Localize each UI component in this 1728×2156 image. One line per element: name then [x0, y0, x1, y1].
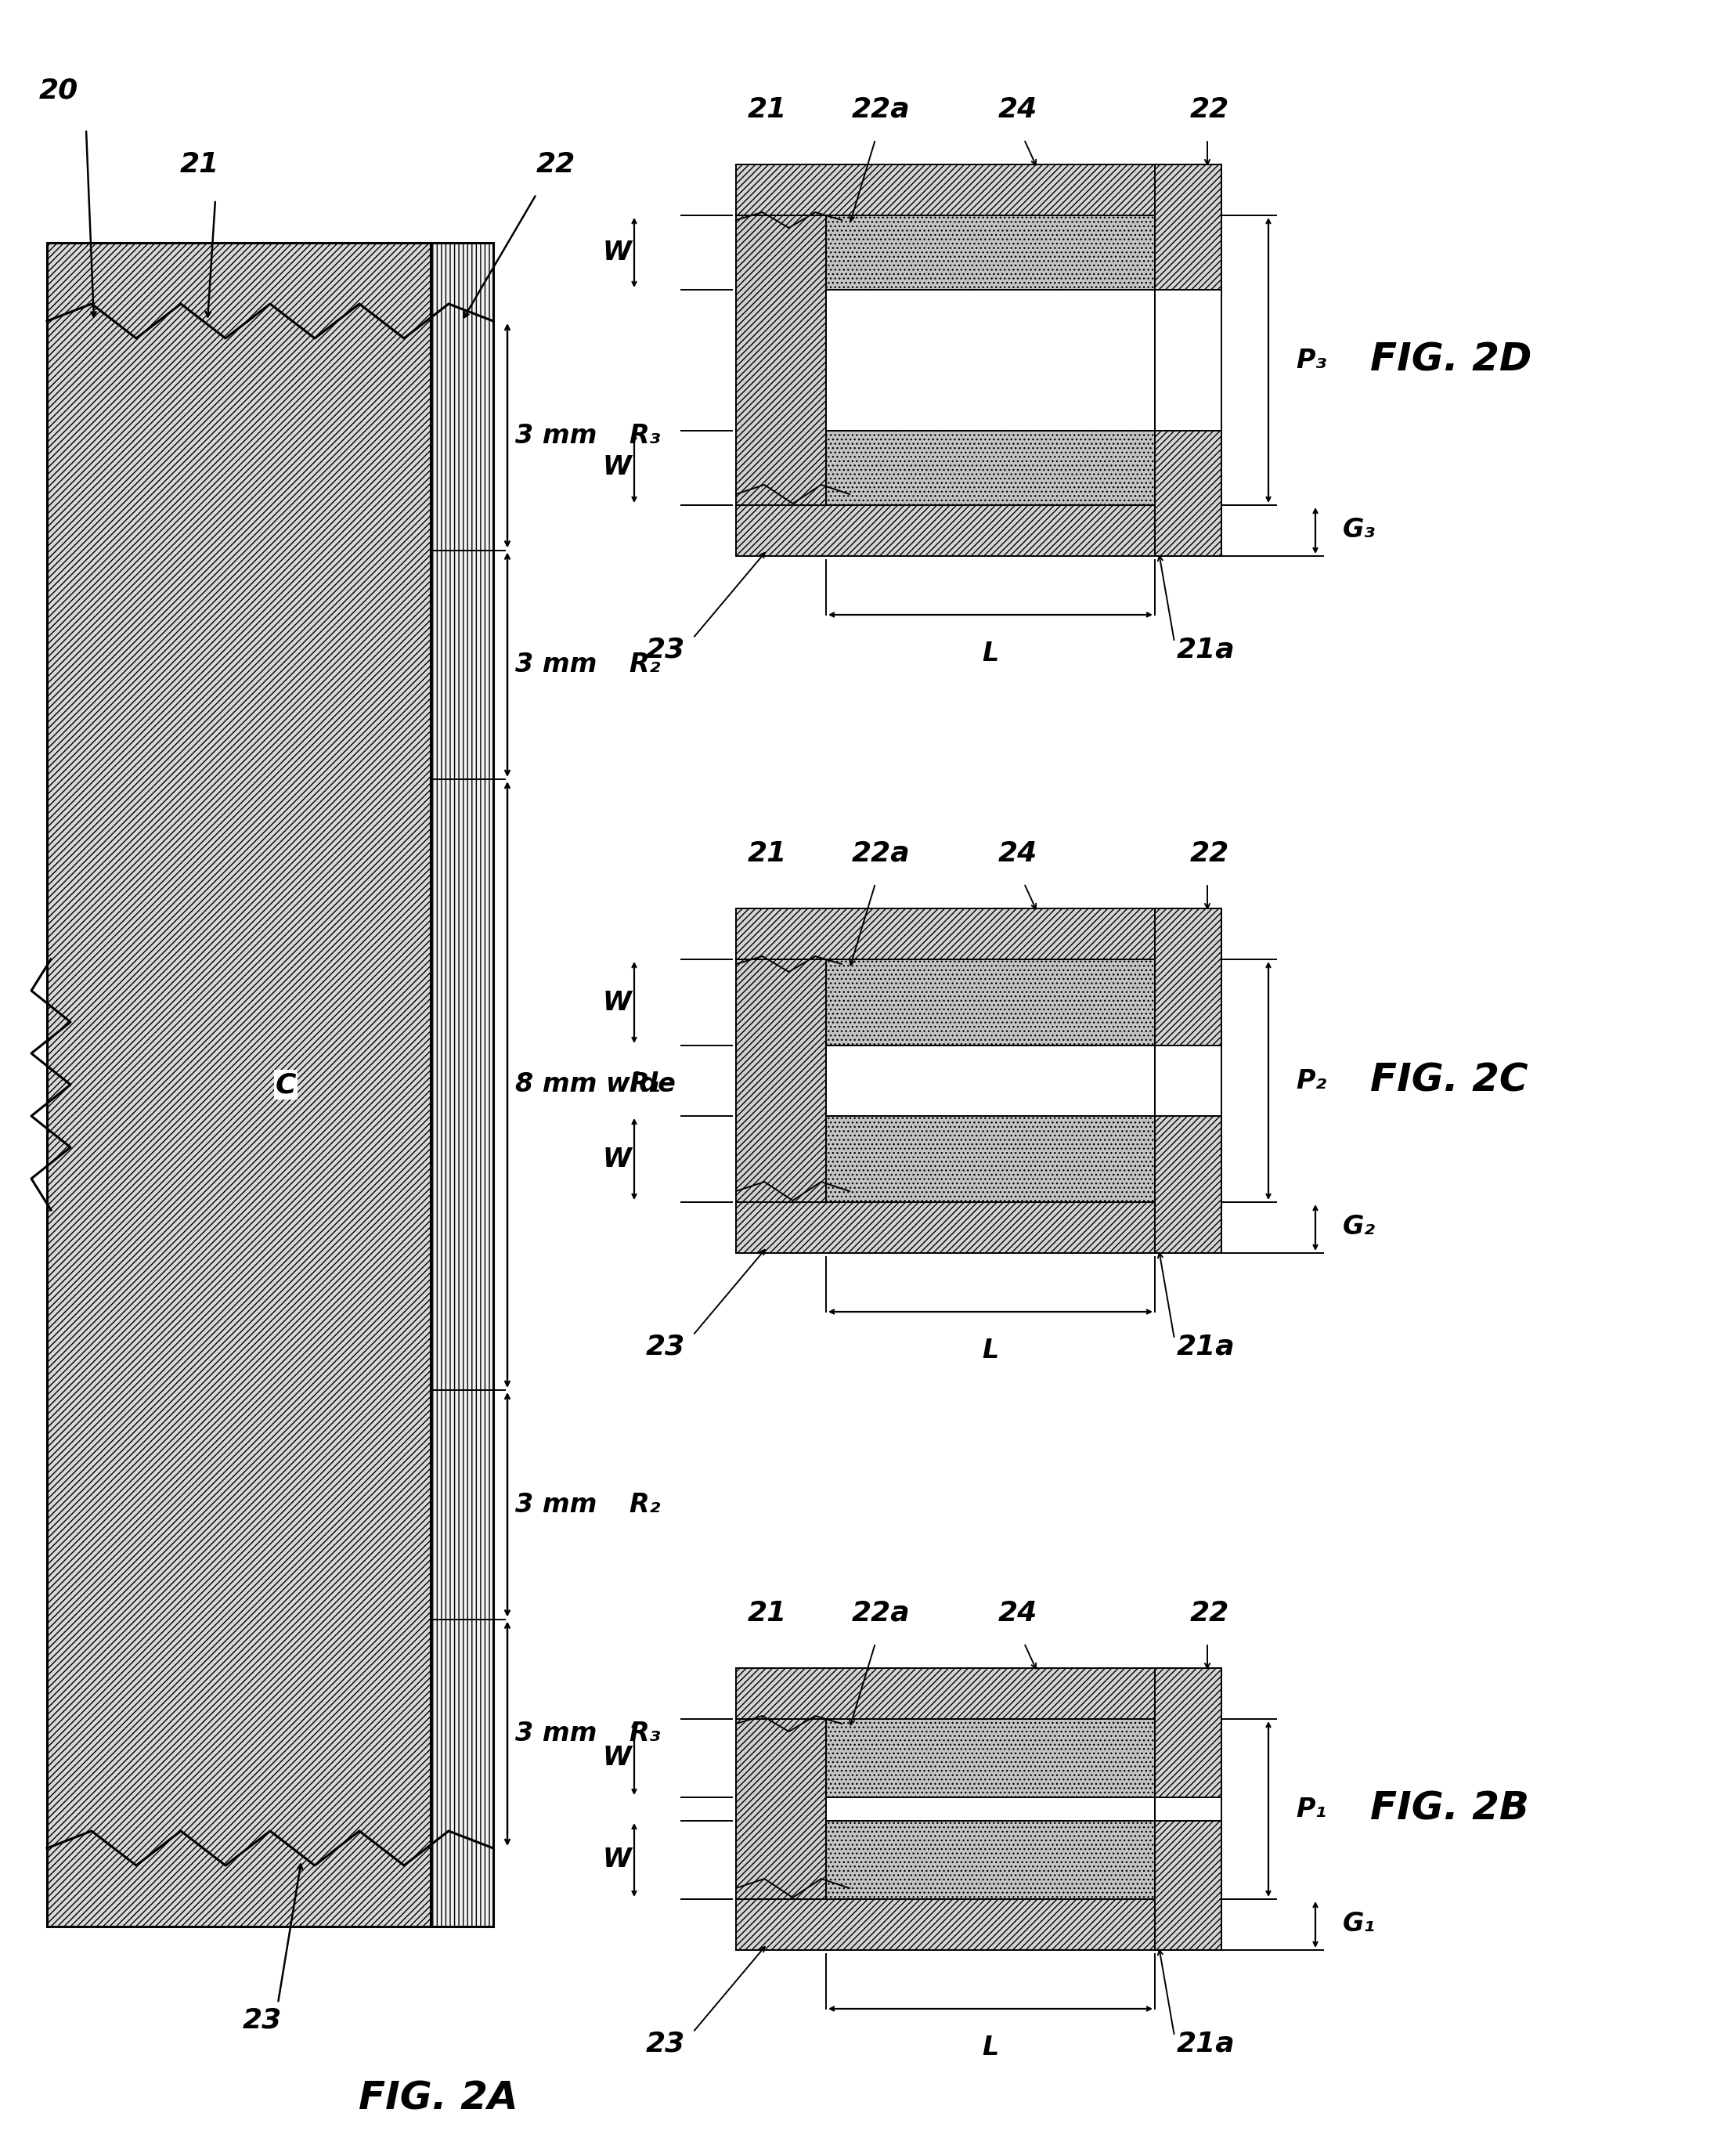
Text: 21a: 21a — [1177, 2031, 1236, 2057]
Text: 24: 24 — [999, 1600, 1037, 1626]
Bar — [826, 1822, 1154, 1899]
Text: 3 mm: 3 mm — [515, 651, 596, 677]
Text: 24: 24 — [999, 841, 1037, 867]
Bar — [1154, 1669, 1222, 1798]
Text: W: W — [603, 1147, 631, 1173]
Bar — [826, 959, 1154, 1046]
Text: 3 mm: 3 mm — [515, 1720, 596, 1746]
Text: 23: 23 — [646, 636, 686, 664]
Text: G₁: G₁ — [1343, 1910, 1375, 1936]
Text: C: C — [275, 1072, 295, 1097]
Text: 22a: 22a — [852, 97, 911, 123]
Text: 23: 23 — [646, 1335, 686, 1360]
Text: R₃: R₃ — [629, 423, 660, 448]
Bar — [736, 1203, 1222, 1253]
Bar — [736, 1718, 826, 1899]
Text: P₃: P₃ — [1296, 347, 1327, 373]
Text: R₁: R₁ — [629, 1072, 660, 1097]
Text: P₁: P₁ — [1296, 1796, 1327, 1822]
Text: L: L — [982, 2035, 999, 2061]
Bar — [1154, 1822, 1222, 1949]
Bar — [826, 1798, 1154, 1822]
Text: 21: 21 — [748, 1600, 786, 1626]
Bar — [1154, 431, 1222, 556]
Text: 22: 22 — [1191, 97, 1229, 123]
Bar — [826, 1046, 1154, 1117]
Bar — [736, 1899, 1222, 1949]
Text: 24: 24 — [999, 97, 1037, 123]
Text: 22: 22 — [1191, 841, 1229, 867]
Text: W: W — [603, 990, 631, 1015]
Text: 23: 23 — [646, 2031, 686, 2057]
Text: R₂: R₂ — [629, 651, 660, 677]
Text: G₂: G₂ — [1343, 1214, 1375, 1240]
Text: P₂: P₂ — [1296, 1067, 1327, 1093]
Bar — [736, 908, 1222, 959]
Text: W: W — [603, 455, 631, 481]
Bar — [826, 1718, 1154, 1798]
Bar — [1154, 164, 1222, 289]
Bar — [1154, 1117, 1222, 1253]
Bar — [826, 289, 1154, 431]
Text: 22a: 22a — [852, 1600, 911, 1626]
Bar — [736, 959, 826, 1203]
Text: 22: 22 — [1191, 1600, 1229, 1626]
Text: R₃: R₃ — [629, 1720, 660, 1746]
Text: 23: 23 — [242, 2007, 282, 2033]
Bar — [736, 216, 826, 505]
Text: 8 mm wide: 8 mm wide — [515, 1072, 676, 1097]
Text: FIG. 2C: FIG. 2C — [1370, 1063, 1528, 1100]
Text: 3 mm: 3 mm — [515, 423, 596, 448]
Text: W: W — [603, 1744, 631, 1770]
Text: W: W — [603, 1848, 631, 1874]
Text: FIG. 2B: FIG. 2B — [1370, 1789, 1529, 1828]
Text: 21: 21 — [748, 97, 786, 123]
Text: 20: 20 — [40, 78, 78, 103]
Text: 3 mm: 3 mm — [515, 1492, 596, 1518]
Text: 21a: 21a — [1177, 1335, 1236, 1360]
Bar — [826, 431, 1154, 505]
Text: FIG. 2A: FIG. 2A — [359, 2081, 518, 2117]
Bar — [736, 1669, 1222, 1718]
Bar — [826, 1117, 1154, 1203]
Bar — [47, 244, 430, 1927]
Text: G₃: G₃ — [1343, 517, 1375, 543]
Text: 21a: 21a — [1177, 636, 1236, 664]
Bar — [826, 216, 1154, 289]
Text: 22a: 22a — [852, 841, 911, 867]
Text: L: L — [982, 1339, 999, 1365]
Text: R₂: R₂ — [629, 1492, 660, 1518]
Bar — [736, 505, 1222, 556]
Text: 22: 22 — [536, 151, 575, 177]
Text: W: W — [603, 239, 631, 265]
Bar — [1154, 289, 1222, 431]
Bar — [430, 244, 492, 1927]
Bar — [1154, 1046, 1222, 1117]
Text: L: L — [982, 640, 999, 666]
Bar — [1154, 908, 1222, 1046]
Text: 21: 21 — [748, 841, 786, 867]
Bar — [1154, 1798, 1222, 1822]
Bar — [736, 164, 1222, 216]
Text: FIG. 2D: FIG. 2D — [1370, 341, 1531, 379]
Text: 21: 21 — [180, 151, 219, 177]
